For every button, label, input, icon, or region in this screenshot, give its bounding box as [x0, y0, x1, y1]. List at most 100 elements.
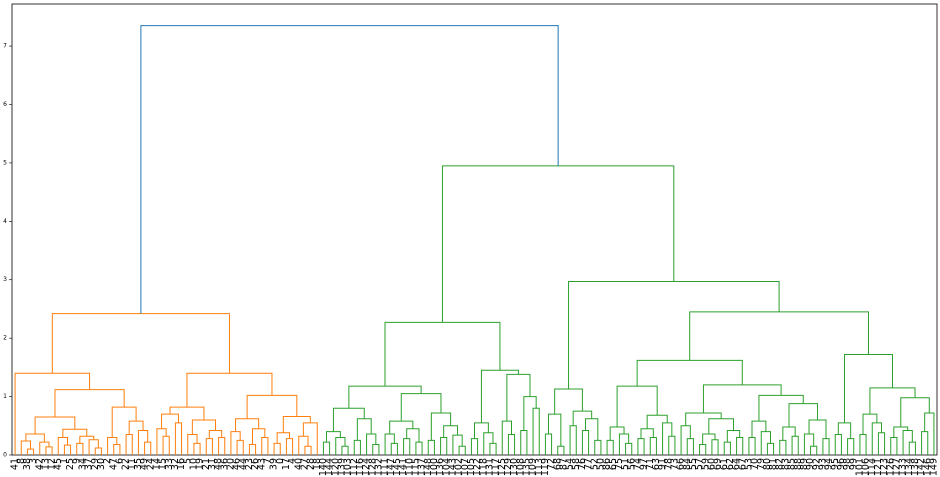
dendrogram-link — [341, 445, 349, 455]
leaf-label: 104 — [441, 458, 452, 476]
leaf-label: 70 — [750, 458, 761, 470]
leaf-label: 111 — [380, 458, 391, 476]
leaf-label: 91 — [657, 458, 668, 470]
dendrogram-link — [908, 441, 916, 455]
leaf-label: 47 — [108, 458, 119, 470]
dendrogram-link — [506, 373, 531, 422]
dendrogram-link — [618, 433, 630, 455]
dendrogram-link — [34, 416, 76, 434]
dendrogram-link — [711, 439, 719, 455]
dendrogram-link — [702, 433, 716, 445]
dendrogram-link — [191, 419, 216, 435]
dendrogram-link — [440, 436, 448, 455]
leaf-label: 10 — [188, 458, 199, 470]
dendrogram-link — [726, 429, 741, 443]
dendrogram-link — [625, 442, 633, 455]
leaf-label: 110 — [404, 458, 415, 476]
leaf-label: 19 — [195, 458, 206, 470]
dendrogram-link — [372, 443, 380, 455]
leaf-label: 52 — [589, 458, 600, 470]
dendrogram-link — [302, 422, 318, 455]
dendrogram-link — [51, 313, 230, 374]
leaf-label: 32 — [170, 458, 181, 470]
dendrogram-link — [520, 429, 528, 455]
y-tick-label: 1 — [3, 393, 7, 400]
leaf-label: 108 — [515, 458, 526, 476]
dendrogram-link — [353, 439, 361, 455]
dendrogram-link — [554, 388, 583, 415]
dendrogram-link — [174, 422, 183, 455]
leaf-label: 80 — [762, 458, 773, 470]
leaf-label: 76 — [577, 458, 588, 470]
dendrogram-link — [736, 436, 744, 455]
leaf-label: 14 — [151, 458, 162, 470]
dendrogram-link — [125, 434, 133, 455]
dendrogram-link — [169, 406, 205, 420]
dendrogram-link — [847, 438, 855, 455]
leaf-label: 65 — [608, 458, 619, 470]
dendrogram-link — [782, 426, 796, 441]
leaf-label: 77 — [583, 458, 594, 470]
leaf-label: 9 — [71, 458, 82, 464]
leaf-label: 114 — [867, 458, 878, 476]
dendrogram-link — [636, 359, 743, 387]
leaf-label: 23 — [244, 458, 255, 470]
dendrogram-link — [646, 414, 668, 429]
leaf-label: 40 — [293, 458, 304, 470]
leaf-label: 138 — [910, 458, 921, 476]
leaf-label: 22 — [121, 458, 132, 470]
leaf-label: 72 — [546, 458, 557, 470]
leaf-label: 135 — [521, 458, 532, 476]
leaf-label: 124 — [361, 458, 372, 476]
dendrogram-link — [844, 354, 893, 423]
leaf-label: 50 — [595, 458, 606, 470]
leaf-label: 136 — [435, 458, 446, 476]
leaf-label: 100 — [429, 458, 440, 476]
dendrogram-link — [470, 438, 479, 455]
leaf-label: 86 — [602, 458, 613, 470]
dendrogram-link — [606, 439, 614, 455]
leaf-label: 15 — [158, 458, 169, 470]
leaf-label: 43 — [256, 458, 267, 470]
leaf-label: 144 — [324, 458, 335, 476]
leaf-label: 35 — [133, 458, 144, 470]
leaf-label: 5 — [182, 458, 193, 464]
leaf-label: 67 — [737, 458, 748, 470]
leaf-label: 20 — [225, 458, 236, 470]
leaf-label: 125 — [497, 458, 508, 476]
dendrogram-link — [39, 441, 50, 455]
dendrogram-link — [594, 439, 602, 455]
leaf-label: 48 — [213, 458, 224, 470]
leaf-label: 63 — [651, 458, 662, 470]
leaf-label: 99 — [848, 458, 859, 470]
leaf-label: 55 — [688, 458, 699, 470]
dendrogram-link — [890, 436, 898, 455]
leaf-label: 56 — [626, 458, 637, 470]
leaf-label: 119 — [540, 458, 551, 476]
dendrogram-link — [483, 432, 494, 455]
leaf-label: 81 — [768, 458, 779, 470]
dendrogram-link — [501, 420, 512, 455]
dendrogram-link — [837, 422, 852, 439]
y-tick-label: 7 — [3, 43, 7, 50]
dendrogram-link — [415, 441, 423, 455]
dendrogram-link — [384, 433, 395, 455]
leaf-label: 140 — [318, 458, 329, 476]
leaf-label: 143 — [447, 458, 458, 476]
leaf-label: 92 — [811, 458, 822, 470]
dendrogram-link — [140, 25, 559, 314]
leaf-label: 62 — [725, 458, 736, 470]
dendrogram-link — [137, 429, 149, 455]
leaf-label: 25 — [65, 458, 76, 470]
dendrogram-link — [161, 413, 179, 429]
dendrogram-link — [791, 435, 799, 455]
leaf-label: 64 — [731, 458, 742, 470]
dendrogram-link — [298, 435, 309, 455]
leaf-label: 122 — [472, 458, 483, 476]
leaf-label: 16 — [176, 458, 187, 470]
leaf-label: 83 — [780, 458, 791, 470]
plot-frame — [11, 3, 938, 456]
dendrogram-link — [699, 443, 707, 455]
dendrogram-link — [708, 418, 734, 434]
